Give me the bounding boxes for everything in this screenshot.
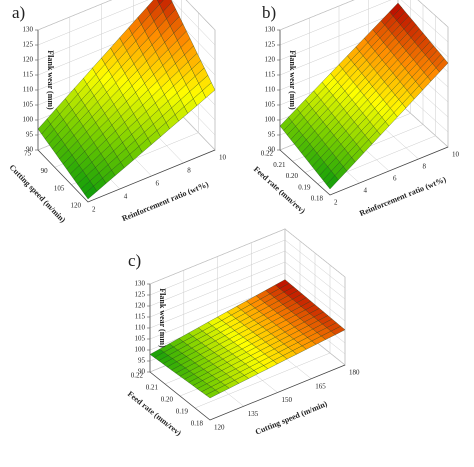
z-axis-label: Flank wear (mm) <box>46 50 55 110</box>
z-tick-label: 105 <box>135 335 146 343</box>
panel-label: b) <box>262 3 276 22</box>
x-tick-label: 0.20 <box>286 172 299 180</box>
y-tick-label: 165 <box>315 382 326 390</box>
y-axis-label: Reinforcement ratio (wt%) <box>121 180 211 224</box>
z-tick-label: 100 <box>23 116 34 124</box>
y-tick-label: 2 <box>334 199 338 207</box>
y-tick-label: 10 <box>452 151 460 159</box>
surface-cell <box>159 0 173 12</box>
z-tick-label: 130 <box>135 280 146 288</box>
z-tick-label: 115 <box>265 71 276 79</box>
y-tick-label: 6 <box>156 180 160 188</box>
z-tick-label: 105 <box>23 101 34 109</box>
x-tick-label: 0.19 <box>176 408 189 416</box>
z-tick-label: 120 <box>265 56 276 64</box>
y-tick-label: 120 <box>214 424 225 432</box>
z-tick-label: 125 <box>265 41 276 49</box>
z-tick-label: 125 <box>23 41 34 49</box>
y-tick-label: 180 <box>349 369 360 377</box>
axis-edge <box>37 30 216 203</box>
x-tick-label: 0.20 <box>161 396 174 404</box>
x-axis-label: Cutting speed (m/min) <box>8 163 68 225</box>
y-tick-label: 150 <box>282 396 293 404</box>
y-axis-label: Reinforcement ratio (wt%) <box>358 175 448 218</box>
x-tick-label: 0.21 <box>146 384 159 392</box>
y-tick-label: 135 <box>248 410 259 418</box>
z-tick-label: 90 <box>26 146 34 154</box>
grid-line <box>279 0 449 46</box>
surface-cell <box>157 0 164 5</box>
x-tick-label: 0.21 <box>273 161 286 169</box>
x-tick-label: 75 <box>24 150 32 158</box>
x-tick-label: 120 <box>71 202 82 210</box>
z-axis-label: Flank wear (mm) <box>158 288 167 348</box>
z-tick-label: 130 <box>23 26 34 34</box>
z-tick-label: 115 <box>23 71 34 79</box>
z-tick-label: 95 <box>26 131 34 139</box>
z-tick-label: 120 <box>23 56 34 64</box>
y-tick-label: 10 <box>219 154 227 162</box>
z-tick-label: 95 <box>138 357 146 365</box>
z-tick-label: 95 <box>268 131 276 139</box>
z-tick-label: 125 <box>135 291 146 299</box>
axis-edge <box>149 284 346 421</box>
surface-cell <box>389 2 402 17</box>
x-axis-label: Feed rate (mm/rev) <box>126 389 183 438</box>
surface-cell <box>275 279 290 289</box>
z-tick-label: 90 <box>138 368 146 376</box>
y-tick-label: 8 <box>187 167 191 175</box>
x-tick-label: 0.19 <box>298 183 311 191</box>
z-tick-label: 90 <box>268 146 276 154</box>
x-tick-label: 0.18 <box>191 420 204 428</box>
y-tick-label: 6 <box>393 175 397 183</box>
z-axis-label: Flank wear (mm) <box>288 50 297 110</box>
grid-line <box>37 0 216 31</box>
panel-label: c) <box>128 251 141 270</box>
y-tick-label: 2 <box>92 206 96 214</box>
z-tick-label: 100 <box>265 116 276 124</box>
x-tick-label: 105 <box>54 184 65 192</box>
z-tick-label: 110 <box>265 86 276 94</box>
grid-line <box>279 0 449 31</box>
axis-edge <box>279 30 449 196</box>
z-tick-label: 115 <box>135 313 146 321</box>
y-tick-label: 8 <box>423 163 427 171</box>
y-tick-label: 4 <box>124 193 128 201</box>
z-tick-label: 110 <box>135 324 146 332</box>
y-tick-label: 4 <box>364 187 368 195</box>
z-tick-label: 120 <box>135 302 146 310</box>
x-tick-label: 0.18 <box>311 195 324 203</box>
x-tick-label: 0.22 <box>261 150 274 158</box>
z-tick-label: 130 <box>265 26 276 34</box>
z-tick-label: 105 <box>265 101 276 109</box>
z-tick-label: 100 <box>135 346 146 354</box>
z-tick-label: 110 <box>23 86 34 94</box>
x-tick-label: 0.22 <box>131 372 144 380</box>
panel-label: a) <box>12 3 25 22</box>
y-axis-label: Cutting speed (m/min) <box>254 399 329 437</box>
x-tick-label: 90 <box>41 167 49 175</box>
